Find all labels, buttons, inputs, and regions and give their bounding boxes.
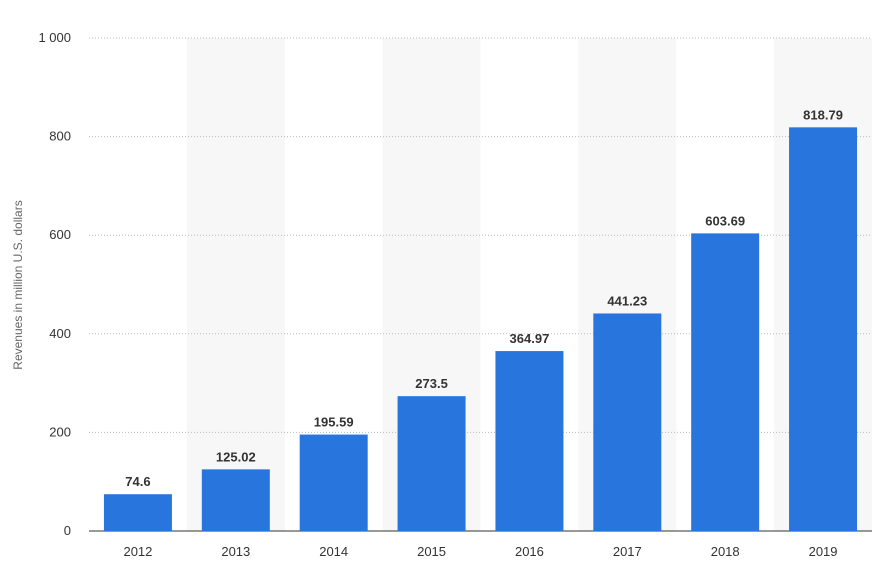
x-tick-label: 2015	[417, 544, 446, 559]
x-axis-ticks: 2012 2013 2014 2015 2016 2017 2018 2019	[123, 544, 837, 559]
y-tick-label: 600	[49, 227, 71, 242]
x-tick-label: 2019	[809, 544, 838, 559]
bar	[495, 351, 564, 531]
data-label: 364.97	[510, 331, 550, 346]
x-tick-label: 2017	[613, 544, 642, 559]
x-tick-label: 2014	[319, 544, 348, 559]
y-axis-title: Revenues in million U.S. dollars	[11, 200, 25, 369]
bar	[593, 313, 662, 531]
data-label: 195.59	[314, 415, 354, 430]
x-tick-label: 2016	[515, 544, 544, 559]
data-label: 125.02	[216, 449, 256, 464]
x-tick-label: 2012	[123, 544, 152, 559]
y-tick-label: 800	[49, 129, 71, 144]
y-axis-ticks: 0 200 400 600 800 1 000	[38, 30, 71, 538]
y-tick-label: 0	[64, 523, 71, 538]
data-labels: 74.6 125.02 195.59 273.5 364.97 441.23 603.69 8…	[125, 107, 843, 489]
x-tick-label: 2013	[221, 544, 250, 559]
column-band	[186, 38, 285, 531]
bars	[103, 127, 858, 531]
data-label: 74.6	[125, 474, 150, 489]
bar	[789, 127, 858, 531]
bar	[201, 469, 270, 531]
bar	[691, 233, 760, 531]
y-tick-label: 200	[49, 424, 71, 439]
data-label: 603.69	[705, 213, 745, 228]
data-label: 441.23	[607, 293, 647, 308]
x-tick-label: 2018	[711, 544, 740, 559]
bar	[299, 434, 368, 531]
bar	[103, 494, 172, 531]
y-tick-label: 400	[49, 326, 71, 341]
bar	[397, 396, 466, 531]
y-tick-label: 1 000	[38, 30, 71, 45]
data-label: 818.79	[803, 107, 843, 122]
data-label: 273.5	[415, 376, 448, 391]
